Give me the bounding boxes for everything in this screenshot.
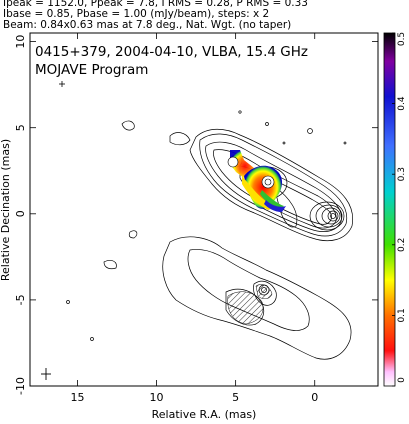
header-line-3: Beam: 0.84x0.63 mas at 7.8 deg., Nat. Wg… xyxy=(3,19,292,31)
colorbar xyxy=(383,32,396,387)
lower-contours xyxy=(66,230,352,360)
beam-marker-lower xyxy=(41,368,51,380)
chart-title: 0415+379, 2004-04-10, VLBA, 15.4 GHz xyxy=(35,44,308,60)
y-tick-label: -10 xyxy=(14,377,27,395)
y-axis-ticks: 10 5 0 -5 -10 xyxy=(14,35,378,395)
y-tick-label: 10 xyxy=(14,35,27,49)
y-tick-label: -5 xyxy=(14,294,27,305)
colorbar-ticks: 0 0.1 0.2 0.3 0.4 0.5 xyxy=(392,32,407,387)
colorbar-tick-label: 0 xyxy=(397,377,407,383)
polarization-vectors xyxy=(227,284,273,325)
x-tick-label: 0 xyxy=(311,391,318,404)
x-tick-label: 10 xyxy=(150,391,164,404)
colorbar-tick-label: 0.3 xyxy=(397,167,407,181)
plot-frame xyxy=(29,32,379,387)
chart-subtitle: MOJAVE Program xyxy=(35,62,148,78)
y-tick-label: 5 xyxy=(14,124,27,131)
y-axis-label: Relative Decination (mas) xyxy=(0,139,12,281)
x-axis-ticks: 15 10 5 0 xyxy=(70,33,318,404)
y-tick-label: 0 xyxy=(14,210,27,217)
colorbar-tick-label: 0.1 xyxy=(397,308,407,322)
colorbar-tick-label: 0.4 xyxy=(397,96,407,111)
x-tick-label: 15 xyxy=(70,391,84,404)
colorbar-tick-label: 0.2 xyxy=(397,238,407,252)
x-axis-label: Relative R.A. (mas) xyxy=(152,408,257,421)
x-tick-label: 5 xyxy=(232,391,239,404)
header-line-1: Ipeak = 1152.0, Ppeak = 7.8, I RMS = 0.2… xyxy=(3,0,308,9)
upper-contours xyxy=(121,110,354,241)
polarization-color xyxy=(227,150,286,212)
beam-marker-upper xyxy=(59,81,65,87)
colorbar-tick-label: 0.5 xyxy=(397,32,407,46)
header-line-2: Ibase = 0.85, Pbase = 1.00 (mJy/beam), s… xyxy=(3,8,270,20)
